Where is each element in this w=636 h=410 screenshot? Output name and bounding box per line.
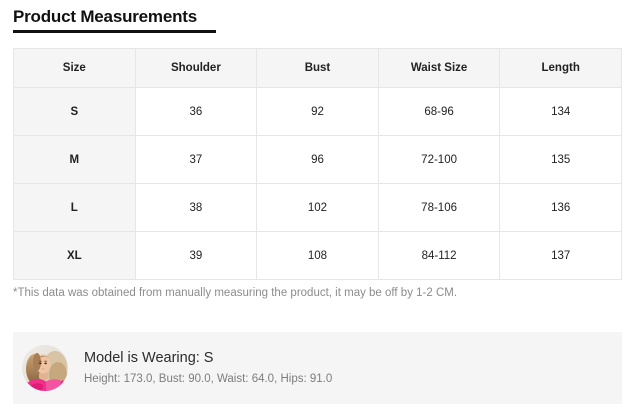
column-header-size: Size (13, 48, 136, 88)
cell-bust: 108 (256, 231, 379, 280)
table-row: XL 39 108 84-112 137 (13, 231, 622, 280)
measurements-table: Size Shoulder Bust Waist Size Length S 3… (13, 48, 622, 280)
cell-bust: 92 (256, 87, 379, 136)
column-header-shoulder: Shoulder (134, 48, 258, 88)
cell-waist: 72-100 (377, 135, 501, 184)
model-text-block: Model is Wearing: S Height: 173.0, Bust:… (84, 349, 332, 387)
cell-size: L (13, 183, 136, 232)
cell-length: 135 (499, 135, 622, 184)
cell-size: S (13, 87, 136, 136)
model-info-card: Model is Wearing: S Height: 173.0, Bust:… (13, 332, 622, 404)
cell-waist: 68-96 (377, 87, 501, 136)
cell-shoulder: 39 (134, 231, 258, 280)
table-row: S 36 92 68-96 134 (13, 87, 622, 136)
column-header-length: Length (499, 48, 622, 88)
column-header-bust: Bust (256, 48, 379, 88)
model-measurements-label: Height: 173.0, Bust: 90.0, Waist: 64.0, … (84, 373, 333, 385)
cell-shoulder: 37 (134, 135, 258, 184)
title-block: Product Measurements (13, 6, 216, 33)
column-header-waist: Waist Size (377, 48, 501, 88)
cell-bust: 102 (256, 183, 379, 232)
model-avatar-photo (22, 345, 68, 391)
title-underline-rule (13, 30, 216, 33)
table-header-row: Size Shoulder Bust Waist Size Length (13, 48, 622, 88)
cell-size: XL (13, 231, 136, 280)
measurement-disclaimer: *This data was obtained from manually me… (13, 287, 458, 299)
model-wearing-label: Model is Wearing: S (84, 350, 214, 366)
table-body: S 36 92 68-96 134 M 37 96 72-100 135 L 3… (13, 87, 622, 280)
cell-length: 137 (499, 231, 622, 280)
cell-length: 134 (499, 87, 622, 136)
cell-length: 136 (499, 183, 622, 232)
page-title: Product Measurements (13, 7, 197, 26)
table-row: M 37 96 72-100 135 (13, 135, 622, 184)
cell-size: M (13, 135, 136, 184)
cell-shoulder: 36 (134, 87, 258, 136)
cell-waist: 84-112 (377, 231, 501, 280)
cell-shoulder: 38 (134, 183, 258, 232)
cell-bust: 96 (256, 135, 379, 184)
table-row: L 38 102 78-106 136 (13, 183, 622, 232)
cell-waist: 78-106 (377, 183, 501, 232)
table-header: Size Shoulder Bust Waist Size Length (13, 48, 622, 88)
